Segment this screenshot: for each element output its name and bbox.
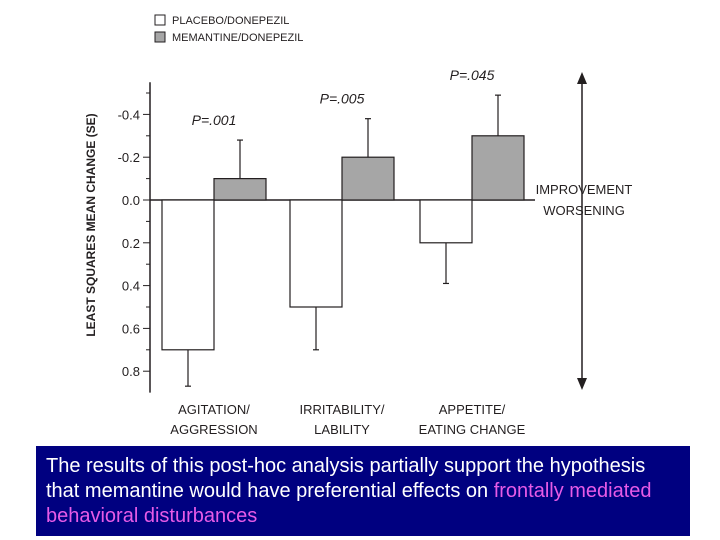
p-value-label: P=.001 [192,112,237,128]
legend: PLACEBO/DONEPEZIL MEMANTINE/DONEPEZIL [154,14,303,44]
x-category-label: EATING CHANGE [419,422,526,437]
y-tick-label-0.0: 0.0 [122,193,140,208]
legend-swatch-placebo [154,14,166,26]
y-tick-label-0.6: 0.6 [122,321,140,336]
y-axis-label: LEAST SQUARES MEAN CHANGE (SE) [84,113,98,336]
bar [471,135,525,201]
bar [341,156,395,201]
worsening-label: WORSENING [543,203,625,218]
chart-marks [143,82,535,393]
legend-label-placebo: PLACEBO/DONEPEZIL [172,15,289,27]
caption-box: The results of this post-hoc analysis pa… [36,446,690,536]
caption-text: The results of this post-hoc analysis pa… [46,454,680,529]
y-tick-label-neg0.2: -0.2 [118,150,140,165]
caption-main-text: The results of this post-hoc analysis pa… [46,455,646,502]
p-value-label: P=.045 [450,67,495,83]
bar [289,199,343,308]
arrow-up-icon [577,72,587,84]
x-category-label: AGGRESSION [170,422,257,437]
x-category-label: AGITATION/ [178,402,250,417]
x-category-label: IRRITABILITY/ [300,402,385,417]
bar [161,199,215,351]
improvement-label: IMPROVEMENT [536,182,633,197]
caption-highlight-text: frontally mediated behavioral disturbanc… [46,480,652,527]
y-tick-label-0.2: 0.2 [122,236,140,251]
bar [419,199,473,244]
p-value-label: P=.005 [320,91,365,107]
y-tick-label-0.8: 0.8 [122,364,140,379]
arrow-down-icon [577,378,587,390]
y-tick-label-neg0.4: -0.4 [118,107,140,122]
y-tick-label-0.4: 0.4 [122,279,140,294]
legend-swatch-memantine [154,31,166,43]
direction-indicator: IMPROVEMENT WORSENING [536,72,633,390]
bar [213,178,267,201]
x-category-label: APPETITE/ [439,402,506,417]
x-category-label: LABILITY [314,422,370,437]
legend-label-memantine: MEMANTINE/DONEPEZIL [172,32,303,44]
